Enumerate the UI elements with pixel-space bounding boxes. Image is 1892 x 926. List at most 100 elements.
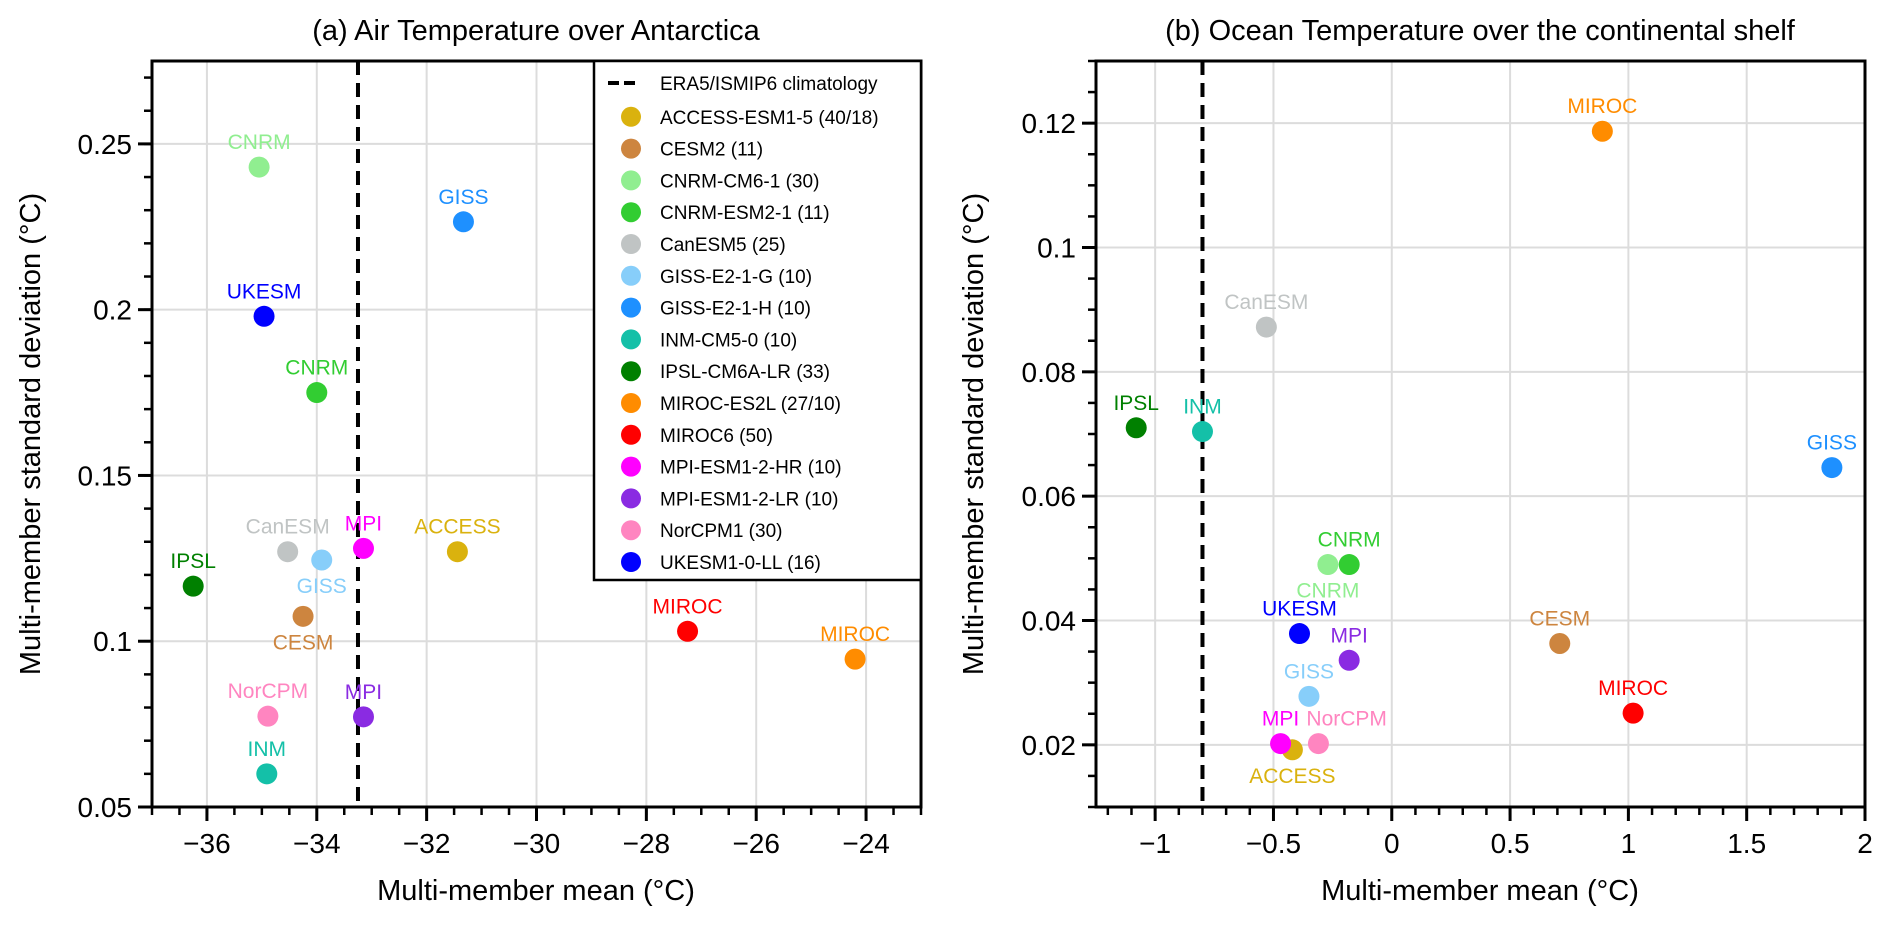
data-label-inm-cm5-0: INM bbox=[1183, 396, 1222, 419]
data-point-access-esm1-5 bbox=[446, 541, 468, 563]
data-point-miroc-es2l bbox=[1591, 120, 1613, 142]
legend-marker-giss-e2-1-g bbox=[621, 265, 641, 286]
data-point-mpi-esm1-2-lr bbox=[352, 706, 374, 728]
x-tick-label: 1 bbox=[1621, 828, 1637, 859]
data-label-giss-e2-1-h: GISS bbox=[438, 186, 488, 209]
data-point-cnrm-cm6-1 bbox=[1317, 554, 1339, 576]
legend-marker-canesm5 bbox=[621, 234, 641, 254]
y-tick-label: 0.08 bbox=[1022, 357, 1077, 388]
panel-b-title: (b) Ocean Temperature over the continent… bbox=[1165, 15, 1796, 47]
data-label-cnrm-cm6-1: CNRM bbox=[228, 131, 291, 154]
x-tick-label: −0.5 bbox=[1246, 828, 1301, 859]
panel-b-ylabel: Multi-member standard deviation (°C) bbox=[958, 193, 990, 675]
data-point-ukesm1-0-ll bbox=[253, 305, 275, 327]
data-point-miroc6 bbox=[1622, 702, 1644, 724]
data-point-cnrm-esm2-1 bbox=[306, 382, 328, 404]
legend-marker-ipsl-cm6a-lr bbox=[621, 361, 641, 382]
legend-marker-cnrm-cm6-1 bbox=[621, 170, 641, 191]
legend-label-ipsl-cm6a-lr: IPSL-CM6A-LR (33) bbox=[660, 362, 830, 383]
data-label-access-esm1-5: ACCESS bbox=[1249, 765, 1335, 788]
data-label-mpi-esm1-2-hr: MPI bbox=[1262, 708, 1299, 731]
legend-label-canesm5: CanESM5 (25) bbox=[660, 235, 786, 256]
legend-marker-cesm2 bbox=[621, 138, 641, 159]
legend-marker-miroc-es2l bbox=[621, 393, 641, 413]
data-label-miroc6: MIROC bbox=[653, 595, 723, 618]
y-tick-label: 0.1 bbox=[93, 626, 132, 657]
data-label-canesm5: CanESM bbox=[1224, 291, 1308, 314]
data-label-cnrm-esm2-1: CNRM bbox=[1318, 529, 1381, 552]
data-label-miroc6: MIROC bbox=[1598, 677, 1668, 700]
x-tick-label: −24 bbox=[842, 828, 890, 859]
legend-marker-ukesm1-0-ll bbox=[621, 552, 641, 572]
legend-marker-mpi-esm1-2-hr bbox=[621, 456, 641, 477]
legend-marker-giss-e2-1-h bbox=[621, 297, 641, 318]
panel-b-ocean-temperature: (b) Ocean Temperature over the continent… bbox=[958, 15, 1873, 907]
data-point-norcpm1 bbox=[1307, 733, 1329, 755]
data-point-cnrm-esm2-1 bbox=[1338, 554, 1360, 576]
panel-a-xlabel: Multi-member mean (°C) bbox=[377, 875, 695, 907]
data-label-inm-cm5-0: INM bbox=[248, 738, 287, 761]
legend-label-norcpm1: NorCPM1 (30) bbox=[660, 521, 782, 542]
data-point-miroc6 bbox=[677, 620, 699, 642]
y-tick-label: 0.02 bbox=[1022, 730, 1077, 761]
legend-label-giss-e2-1-g: GISS-E2-1-G (10) bbox=[660, 267, 812, 288]
x-tick-label: −36 bbox=[183, 828, 231, 859]
y-tick-label: 0.12 bbox=[1022, 108, 1077, 139]
legend-label-cesm2: CESM2 (11) bbox=[660, 140, 763, 161]
data-label-canesm5: CanESM bbox=[246, 516, 330, 539]
x-tick-label: 2 bbox=[1857, 828, 1873, 859]
legend-label-giss-e2-1-h: GISS-E2-1-H (10) bbox=[660, 299, 811, 320]
legend-box bbox=[592, 59, 923, 582]
legend-label-inm-cm5-0: INM-CM5-0 (10) bbox=[660, 330, 797, 351]
y-tick-label: 0.06 bbox=[1022, 481, 1077, 512]
data-point-canesm5 bbox=[277, 541, 299, 563]
data-point-norcpm1 bbox=[257, 705, 279, 727]
data-label-miroc-es2l: MIROC bbox=[1567, 95, 1637, 118]
data-label-mpi-esm1-2-lr: MPI bbox=[345, 681, 382, 704]
x-tick-label: 1.5 bbox=[1727, 828, 1766, 859]
legend-label-cnrm-cm6-1: CNRM-CM6-1 (30) bbox=[660, 171, 819, 192]
data-point-ipsl-cm6a-lr bbox=[182, 575, 204, 597]
legend: ERA5/ISMIP6 climatology ACCESS-ESM1-5 (40… bbox=[592, 59, 923, 582]
legend-label-reference: ERA5/ISMIP6 climatology bbox=[660, 74, 878, 95]
data-label-access-esm1-5: ACCESS bbox=[414, 516, 500, 539]
panel-b-xlabel: Multi-member mean (°C) bbox=[1321, 875, 1639, 907]
legend-marker-miroc6 bbox=[621, 424, 641, 445]
data-point-cnrm-cm6-1 bbox=[248, 156, 270, 178]
legend-marker-norcpm1 bbox=[621, 520, 641, 541]
panel-a-air-temperature: (a) Air Temperature over Antarctica Mult… bbox=[15, 15, 923, 907]
legend-label-cnrm-esm2-1: CNRM-ESM2-1 (11) bbox=[660, 203, 830, 224]
y-tick-label: 0.1 bbox=[1037, 233, 1076, 264]
legend-label-access-esm1-5: ACCESS-ESM1-5 (40/18) bbox=[660, 108, 879, 129]
data-label-ipsl-cm6a-lr: IPSL bbox=[1113, 392, 1159, 415]
data-point-inm-cm5-0 bbox=[256, 763, 278, 785]
x-tick-label: −32 bbox=[403, 828, 451, 859]
data-label-norcpm1: NorCPM bbox=[1306, 708, 1387, 731]
data-label-cnrm-cm6-1: CNRM bbox=[1296, 580, 1359, 603]
data-label-norcpm1: NorCPM bbox=[228, 680, 309, 703]
data-point-giss-e2-1-h bbox=[1821, 457, 1843, 479]
data-point-giss-e2-1-h bbox=[452, 211, 474, 233]
data-label-cnrm-esm2-1: CNRM bbox=[285, 357, 348, 380]
data-point-inm-cm5-0 bbox=[1191, 421, 1213, 443]
panel-a-ylabel: Multi-member standard deviation (°C) bbox=[15, 193, 47, 675]
legend-label-mpi-esm1-2-lr: MPI-ESM1-2-LR (10) bbox=[660, 489, 838, 510]
x-tick-label: −34 bbox=[293, 828, 341, 859]
panel-a-title: (a) Air Temperature over Antarctica bbox=[312, 15, 760, 47]
data-label-giss-e2-1-g: GISS bbox=[1284, 660, 1334, 683]
data-label-giss-e2-1-g: GISS bbox=[297, 575, 347, 598]
x-tick-label: −28 bbox=[623, 828, 671, 859]
legend-label-mpi-esm1-2-hr: MPI-ESM1-2-HR (10) bbox=[660, 458, 842, 479]
x-tick-label: 0 bbox=[1384, 828, 1400, 859]
y-tick-label: 0.2 bbox=[93, 295, 132, 326]
legend-marker-access-esm1-5 bbox=[621, 106, 641, 127]
data-point-cesm2 bbox=[1549, 633, 1571, 655]
data-point-canesm5 bbox=[1255, 316, 1277, 338]
data-point-giss-e2-1-g bbox=[1298, 685, 1320, 707]
y-tick-label: 0.05 bbox=[78, 792, 133, 823]
data-point-ukesm1-0-ll bbox=[1288, 623, 1310, 645]
data-point-ipsl-cm6a-lr bbox=[1125, 417, 1147, 439]
y-tick-label: 0.04 bbox=[1022, 606, 1077, 637]
data-point-miroc-es2l bbox=[844, 648, 866, 670]
